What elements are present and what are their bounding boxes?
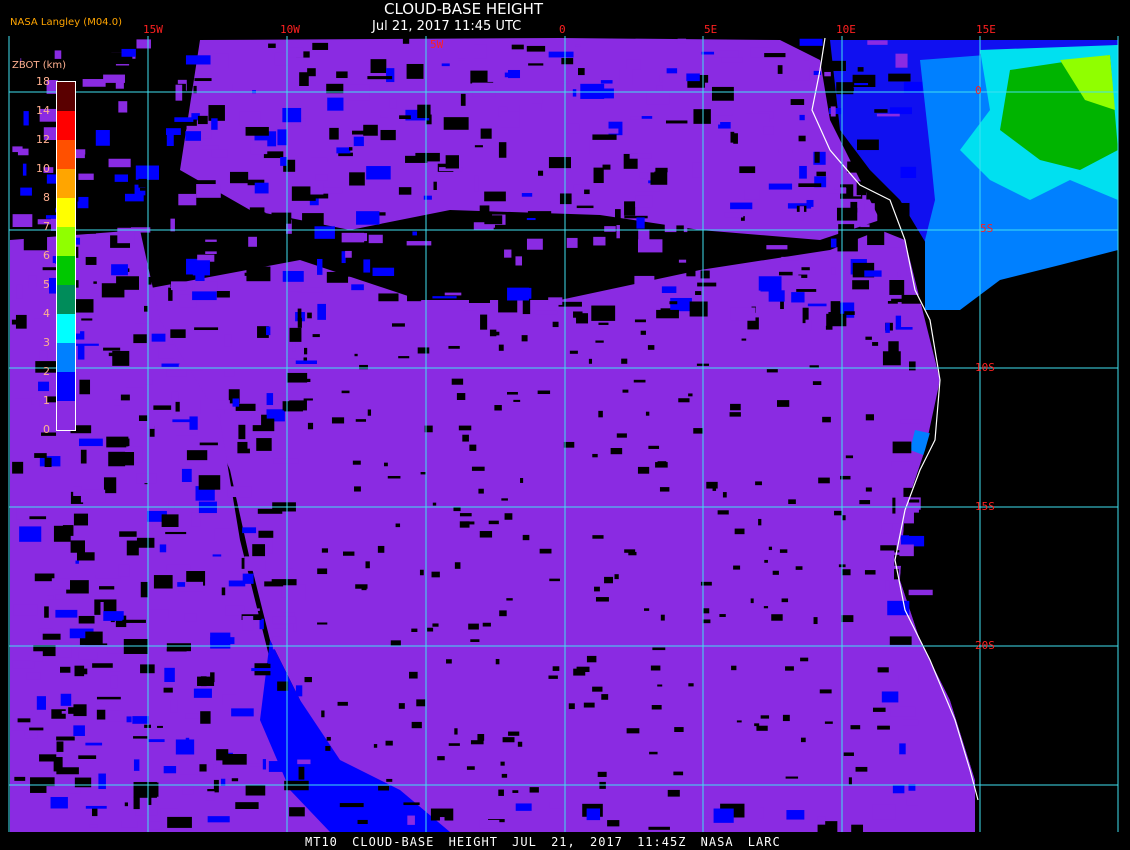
lat-lon-grid <box>8 36 1119 832</box>
lat-label-0: 0 <box>975 84 982 97</box>
legend-tick-label: 10 <box>36 162 50 175</box>
lon-label-15w: 15W <box>143 23 163 36</box>
legend-tick-label: 5 <box>43 278 50 291</box>
legend-tick-label: 3 <box>43 336 50 349</box>
legend-swatch <box>57 111 75 140</box>
legend-swatch <box>57 314 75 343</box>
lon-label-5e: 5E <box>704 23 718 36</box>
lat-label-20s: 20S <box>975 639 995 652</box>
lat-label-15s: 15S <box>975 500 995 513</box>
lon-label-10e: 10E <box>836 23 856 36</box>
legend-tick-label: 0 <box>43 423 50 436</box>
lat-label-5s: 5S <box>980 222 994 235</box>
lon-label-0: 0 <box>559 23 566 36</box>
footer-caption: MT10 CLOUD-BASE HEIGHT JUL 21, 2017 11:4… <box>305 835 781 849</box>
legend-swatch <box>57 401 75 430</box>
northeast-cloud-yellowgreen <box>1060 55 1115 110</box>
legend-swatch <box>57 256 75 285</box>
western-cloud-area <box>10 230 380 832</box>
legend-tick-label: 8 <box>43 191 50 204</box>
legend-tick-label: 4 <box>43 307 50 320</box>
legend-tick-label: 6 <box>43 249 50 262</box>
legend-tick-label: 1 <box>43 394 50 407</box>
legend-color-bar <box>56 81 76 431</box>
legend-swatch <box>57 285 75 314</box>
legend-tick-label: 2 <box>43 365 50 378</box>
legend-swatch <box>57 372 75 401</box>
lon-label-5w: 5W <box>430 38 444 51</box>
legend-tick-label: 14 <box>36 104 50 117</box>
legend-swatch <box>57 343 75 372</box>
legend-swatch <box>57 198 75 227</box>
legend-swatch <box>57 140 75 169</box>
lon-label-10w: 10W <box>280 23 300 36</box>
map-timestamp: Jul 21, 2017 11:45 UTC <box>372 19 522 34</box>
stratocumulus-deck <box>140 230 975 832</box>
lat-label-10s: 10S <box>975 361 995 374</box>
legend-title: ZBOT (km) <box>12 60 67 71</box>
map-title: CLOUD-BASE HEIGHT <box>384 0 544 18</box>
legend-swatch <box>57 82 75 111</box>
credit-label: NASA Langley (M04.0) <box>10 17 122 28</box>
coastline <box>811 37 979 801</box>
africa-land <box>900 270 1118 832</box>
legend-swatch <box>57 169 75 198</box>
lon-label-15e: 15E <box>976 23 996 36</box>
legend-tick-label: 7 <box>43 220 50 233</box>
legend-tick-label: 12 <box>36 133 50 146</box>
legend-tick-label: 18 <box>36 75 50 88</box>
legend-swatch <box>57 227 75 256</box>
